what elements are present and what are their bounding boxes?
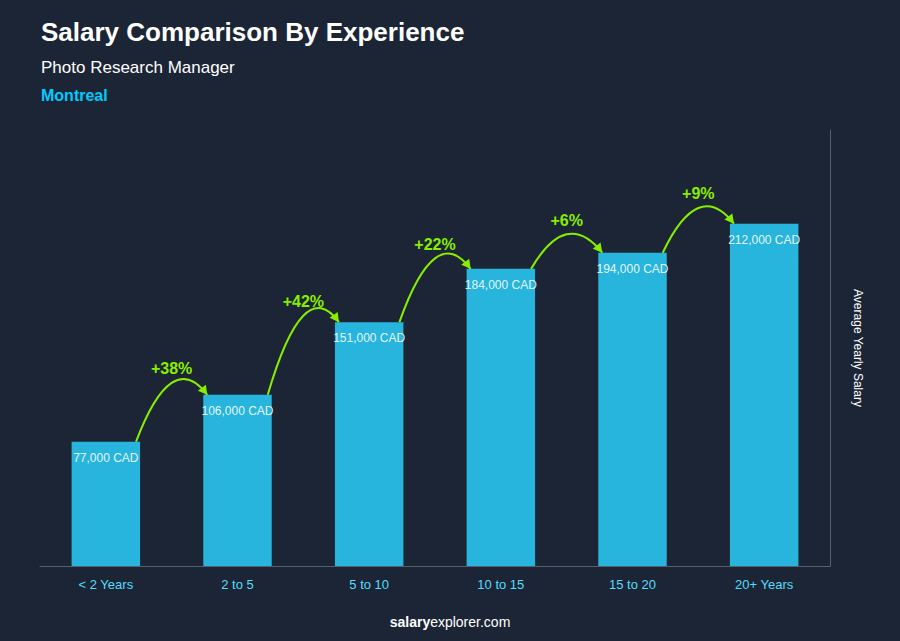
svg-text:+9%: +9% [682, 185, 714, 202]
svg-text:15 to 20: 15 to 20 [609, 577, 656, 592]
svg-text:Photo Research Manager: Photo Research Manager [41, 58, 235, 77]
svg-text:Montreal: Montreal [41, 87, 108, 104]
svg-text:Salary Comparison By Experienc: Salary Comparison By Experience [41, 17, 464, 47]
svg-text:106,000 CAD: 106,000 CAD [201, 404, 273, 418]
svg-text:151,000 CAD: 151,000 CAD [333, 331, 405, 345]
svg-text:10 to 15: 10 to 15 [477, 577, 524, 592]
svg-text:2 to 5: 2 to 5 [221, 577, 254, 592]
svg-text:5 to 10: 5 to 10 [349, 577, 389, 592]
svg-text:+42%: +42% [283, 293, 324, 310]
svg-text:20+ Years: 20+ Years [735, 577, 794, 592]
svg-text:explorer.com: explorer.com [430, 614, 510, 630]
svg-text:184,000 CAD: 184,000 CAD [465, 278, 537, 292]
svg-text:+38%: +38% [151, 360, 192, 377]
svg-text:212,000 CAD: 212,000 CAD [728, 233, 800, 247]
svg-text:77,000 CAD: 77,000 CAD [73, 451, 139, 465]
svg-text:194,000 CAD: 194,000 CAD [596, 262, 668, 276]
svg-text:< 2 Years: < 2 Years [79, 577, 134, 592]
svg-text:salary: salary [390, 614, 431, 630]
svg-text:+22%: +22% [414, 236, 455, 253]
svg-text:+6%: +6% [550, 212, 582, 229]
svg-text:Average Yearly Salary: Average Yearly Salary [851, 289, 865, 407]
